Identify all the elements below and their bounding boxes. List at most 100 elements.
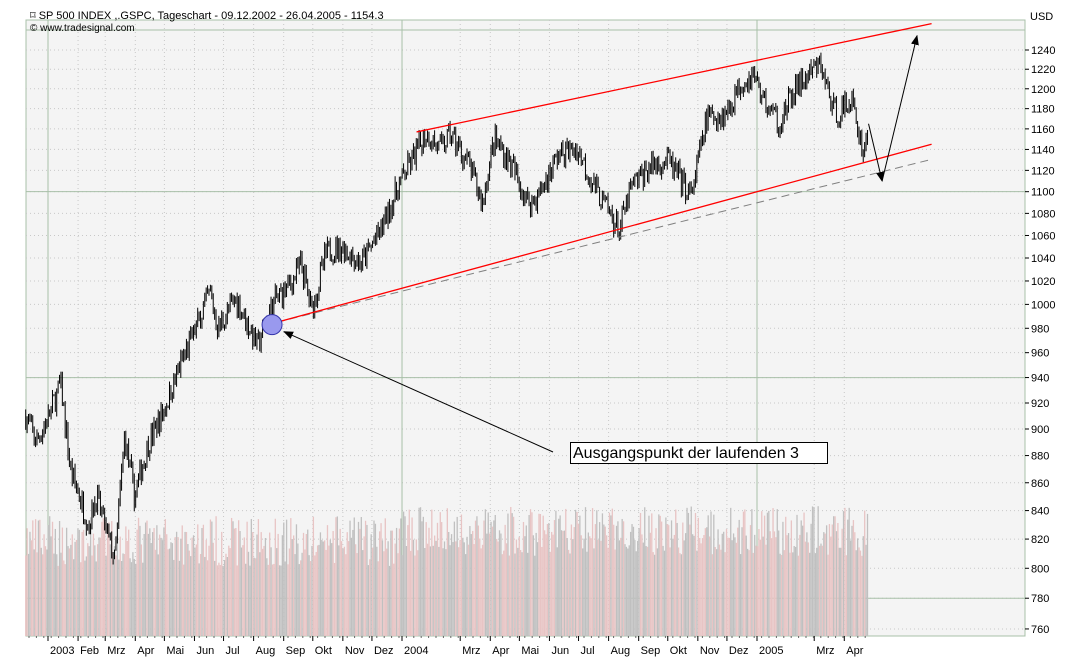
volume-bar [522,521,525,636]
volume-bar [627,548,629,636]
x-tick-label: Mrz [816,645,834,657]
volume-bar [156,525,158,636]
volume-bar [146,520,148,636]
volume-bar [763,515,766,636]
volume-bar [209,519,212,636]
volume-bar [622,521,625,636]
volume-bar [518,536,520,636]
volume-bar [160,537,162,636]
y-tick-label: 1140 [1031,144,1055,156]
volume-bar [140,544,143,636]
volume-bar [192,535,195,636]
volume-bar [151,532,154,636]
volume-bar [37,520,40,636]
volume-bar [47,525,49,636]
volume-bar [834,516,836,636]
volume-bar [672,538,674,636]
volume-bar [346,532,348,636]
x-tick-label: Mrz [107,645,125,657]
volume-bar [452,542,454,636]
volume-bar [563,530,566,636]
volume-bar [181,525,183,636]
volume-bar [520,549,522,636]
volume-bar [651,513,653,636]
volume-bar [601,513,604,636]
volume-bar [641,534,643,636]
volume-bar [175,531,178,636]
volume-bar [353,517,355,636]
volume-bar [603,524,605,636]
volume-bar [219,564,221,636]
volume-bar [854,532,856,636]
volume-bar [383,551,385,636]
volume-bar [54,528,57,636]
volume-bar [549,551,551,636]
volume-bar [178,560,181,636]
volume-bar [717,529,719,636]
volume-bar [756,546,759,636]
volume-bar [642,542,644,636]
volume-bar [242,545,244,636]
volume-bar [149,528,151,636]
volume-bar [501,554,503,636]
volume-bar [95,561,97,636]
volume-bar [515,539,518,636]
volume-bar [865,544,867,636]
volume-bar [46,549,48,636]
x-tick-label: Jun [196,645,214,657]
volume-bar [634,540,636,636]
volume-bar [773,531,776,636]
y-tick-label: 920 [1031,398,1049,410]
volume-bar [312,516,315,636]
volume-bar [30,540,33,636]
volume-bar [422,516,425,636]
volume-bar [419,507,422,636]
volume-bar [631,524,633,636]
volume-bar [67,546,69,636]
volume-bar [861,555,863,636]
volume-bar [505,543,508,636]
volume-bar [814,553,816,636]
volume-bar [414,555,416,636]
volume-bar [228,545,230,636]
volume-bar [772,508,774,636]
volume-bar [98,537,100,636]
upper-channel-line [416,22,932,133]
volume-bar [480,548,482,636]
volume-bar [742,511,745,636]
volume-bar [391,530,393,636]
volume-bar [285,519,288,636]
volume-bar [280,565,282,636]
volume-bar [335,517,337,636]
x-tick-label: Dez [729,645,749,657]
volume-bar [677,547,680,636]
volume-bar [728,537,730,636]
volume-bar [249,565,251,636]
volume-bar [713,514,715,636]
volume-bar [298,564,300,636]
volume-bar [322,541,324,636]
volume-bar [628,545,630,636]
volume-bar [429,546,432,636]
y-tick-label: 800 [1031,563,1049,575]
volume-bar [497,541,499,636]
volume-bar [122,553,124,636]
volume-bar [600,540,602,636]
volume-bar [32,520,34,636]
volume-bar [494,514,496,636]
x-tick-label: Dez [374,645,394,657]
volume-bar [421,521,423,636]
volume-bar [264,538,267,636]
volume-bar [632,526,635,636]
volume-bar [222,565,224,636]
volume-bar [163,527,165,636]
x-tick-label: Apr [137,645,154,657]
volume-bar [135,563,137,636]
volume-bar [511,513,513,636]
volume-bar [749,525,752,636]
volume-bar [747,548,749,636]
x-tick-label: Mai [521,645,539,657]
y-tick-label: 940 [1031,373,1049,385]
volume-bar [610,515,612,636]
volume-bar [101,521,103,636]
